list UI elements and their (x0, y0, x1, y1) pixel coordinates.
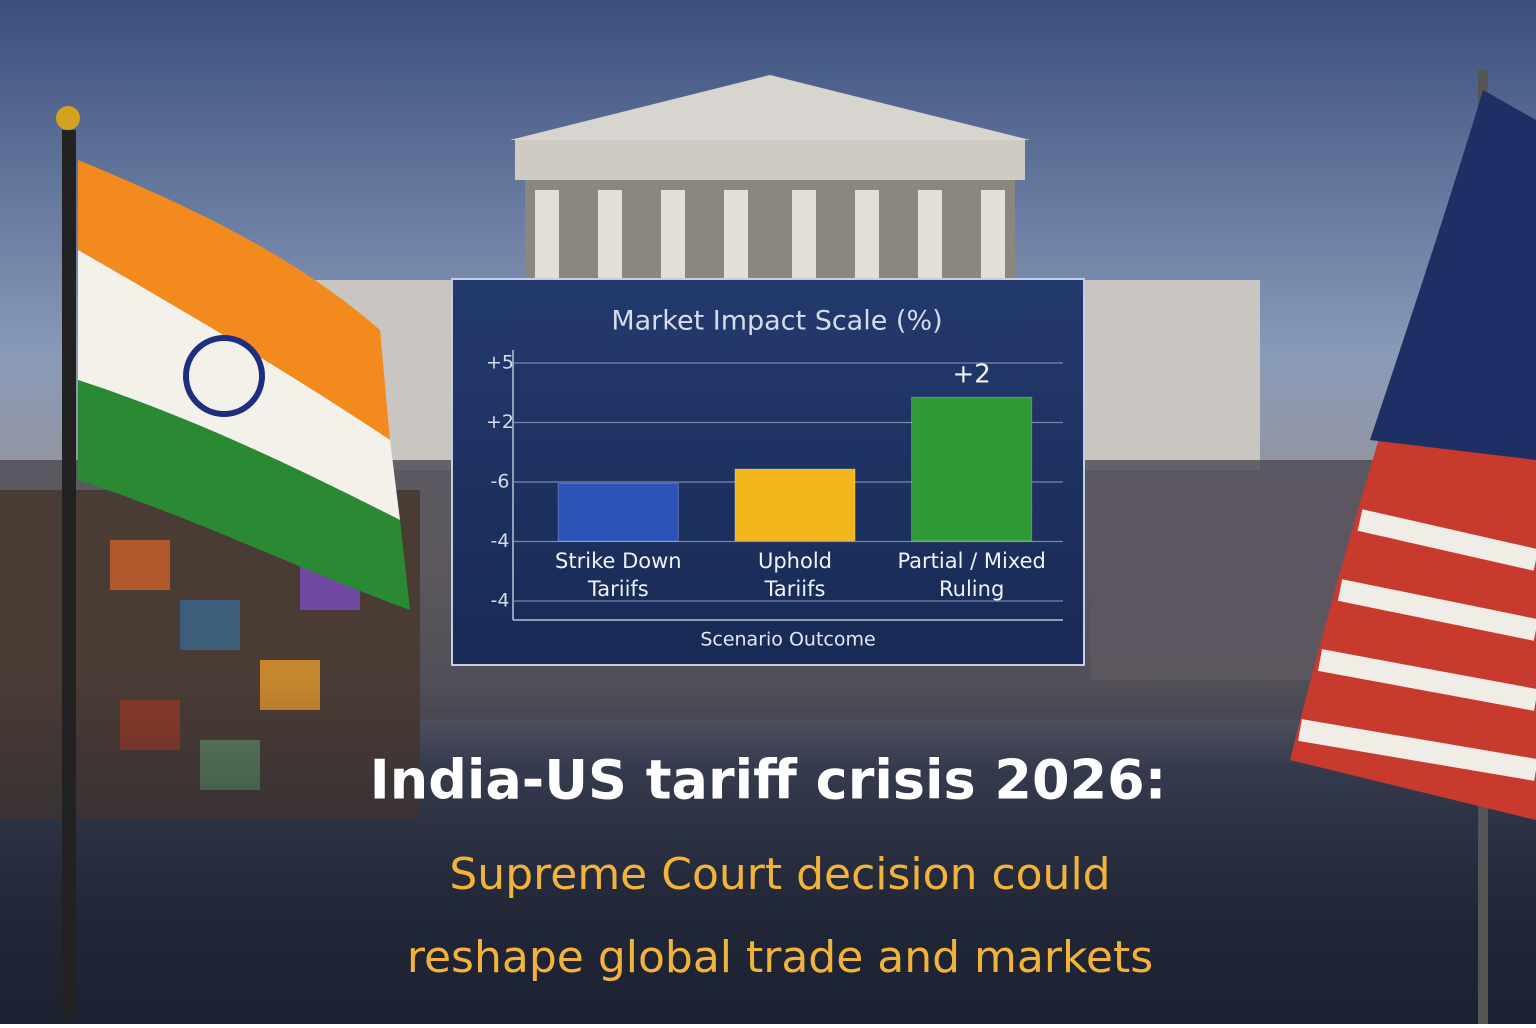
y-tick-label: -4 (491, 590, 510, 612)
bar (557, 482, 679, 542)
bar (734, 468, 856, 542)
x-tick-label: Strike Down (555, 549, 682, 573)
value-label: +2 (953, 360, 991, 390)
x-tick-label: Partial / Mixed (897, 549, 1045, 573)
bar (911, 396, 1033, 542)
y-tick-label: +5 (486, 352, 514, 374)
x-axis-label: Scenario Outcome (700, 629, 875, 651)
headline-title: India-US tariff crisis 2026: (370, 749, 1167, 812)
y-tick-label: -6 (491, 471, 510, 493)
foreground-shade (0, 680, 1536, 1024)
india-flag (56, 106, 410, 1020)
headline-subtitle: reshape global trade and markets (407, 932, 1153, 983)
x-tick-label: Uphold (758, 549, 832, 573)
y-tick-label: -4 (491, 530, 510, 552)
headline-subtitle: Supreme Court decision could (449, 849, 1110, 900)
y-tick-label: +2 (486, 411, 514, 433)
x-tick-label: Ruling (939, 577, 1004, 601)
x-tick-label: Tariifs (587, 577, 649, 601)
us-flag (1290, 70, 1536, 1024)
chart-title: Market Impact Scale (%) (611, 306, 942, 337)
x-tick-label: Tariifs (764, 577, 826, 601)
